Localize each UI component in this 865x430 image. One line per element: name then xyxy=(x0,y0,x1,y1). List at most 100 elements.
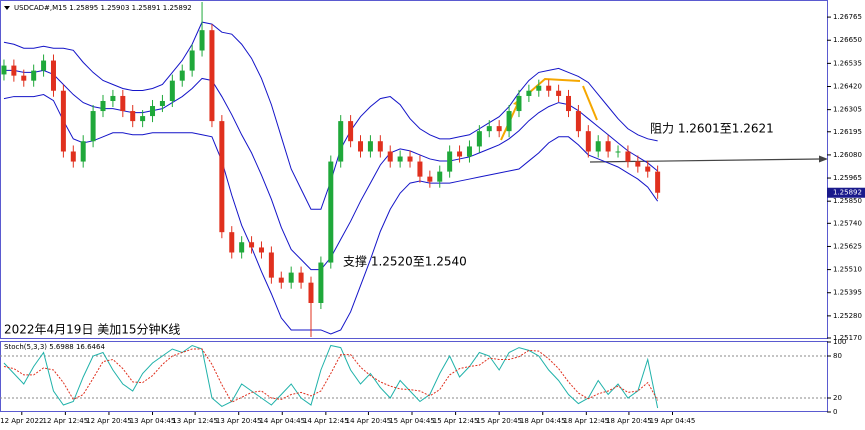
candle-body xyxy=(159,100,165,107)
candle-body xyxy=(41,60,47,71)
candle-body xyxy=(447,151,453,172)
x-tick-label: 15 Apr 04:45 xyxy=(389,417,435,425)
candle-body xyxy=(318,262,324,303)
x-tick-label: 14 Apr 04:45 xyxy=(259,417,305,425)
candle-body xyxy=(387,151,393,162)
x-tick-label: 18 Apr 20:45 xyxy=(606,417,652,425)
candle-body xyxy=(21,75,27,81)
candle-body xyxy=(358,141,364,152)
candle-body xyxy=(150,106,156,117)
candle-body xyxy=(140,116,146,122)
candle-body xyxy=(506,111,512,132)
candle-body xyxy=(249,242,255,248)
y-tick-label: 1.25740 xyxy=(833,219,862,227)
candle-body xyxy=(348,121,354,142)
candle-body xyxy=(635,161,641,167)
candle-body xyxy=(476,131,482,147)
candle-body xyxy=(60,90,66,152)
main-frame xyxy=(0,0,828,339)
candle-body xyxy=(268,252,274,278)
candle-body xyxy=(110,95,116,101)
candle-body xyxy=(407,156,413,162)
candle-body xyxy=(486,126,492,132)
y-tick-label: 1.25170 xyxy=(833,334,862,342)
x-tick-label: 12 Apr 20:45 xyxy=(86,417,132,425)
y-tick-label: 20 xyxy=(833,394,842,402)
candle-body xyxy=(615,151,621,153)
y-tick-label: 0 xyxy=(833,408,837,416)
x-tick-label: 19 Apr 04:45 xyxy=(650,417,696,425)
candle-body xyxy=(605,141,611,152)
candle-body xyxy=(397,156,403,162)
candle-body xyxy=(229,232,235,253)
candle-body xyxy=(50,60,56,91)
trend-line xyxy=(529,77,581,93)
y-tick-label: 1.25510 xyxy=(833,266,862,274)
candle-body xyxy=(377,141,383,152)
y-tick-label: 1.26765 xyxy=(833,13,862,21)
arrow-head xyxy=(819,155,828,163)
x-tick-label: 14 Apr 20:45 xyxy=(346,417,392,425)
stoch-frame xyxy=(0,341,828,412)
x-tick-label: 12 Apr 12:45 xyxy=(43,417,89,425)
candle-body xyxy=(417,161,423,177)
candle-body xyxy=(298,272,304,283)
x-tick-label: 14 Apr 12:45 xyxy=(303,417,349,425)
candle-body xyxy=(625,151,631,162)
y-tick-label: 1.25395 xyxy=(833,289,862,297)
bollinger-band xyxy=(3,94,659,335)
candle-body xyxy=(258,247,264,253)
candle-body xyxy=(199,30,205,51)
candle-body xyxy=(367,141,373,152)
candle-body xyxy=(308,282,314,303)
y-tick-label: 1.26195 xyxy=(833,128,862,136)
candle-body xyxy=(70,151,76,162)
candle-body xyxy=(496,126,502,132)
candle-body xyxy=(100,100,106,112)
x-tick-label: 13 Apr 20:45 xyxy=(216,417,262,425)
candle-body xyxy=(278,277,284,283)
candle-body xyxy=(120,95,126,112)
candle-body xyxy=(437,171,443,182)
x-tick-label: 13 Apr 12:45 xyxy=(172,417,218,425)
candle-body xyxy=(645,166,651,172)
candle-body xyxy=(209,30,215,122)
stoch-signal xyxy=(3,348,659,403)
chart-caption: 2022年4月19日 美加15分钟K线 xyxy=(4,322,180,337)
candle-body xyxy=(457,151,463,157)
candle-body xyxy=(90,111,96,142)
candle-body xyxy=(169,80,175,101)
y-tick-label: 1.25850 xyxy=(833,197,862,205)
candle-body xyxy=(328,161,334,263)
candle-body xyxy=(288,272,294,283)
candle-body xyxy=(556,90,562,96)
x-tick-label: 12 Apr 2022 xyxy=(0,417,43,425)
candle-body xyxy=(130,111,136,122)
x-tick-label: 18 Apr 04:45 xyxy=(520,417,566,425)
stoch-title: Stoch(5,3,3) 5.6988 16.6464 xyxy=(4,343,105,351)
candle-body xyxy=(585,131,591,152)
candle-body xyxy=(575,111,581,132)
candle-body xyxy=(80,141,86,162)
y-tick-label: 1.26420 xyxy=(833,83,862,91)
y-tick-label: 1.26080 xyxy=(833,151,862,159)
candle-body xyxy=(516,95,522,112)
candle-body xyxy=(546,85,552,91)
candle-body xyxy=(239,242,245,253)
candle-body xyxy=(189,50,195,71)
y-tick-label: 1.25280 xyxy=(833,312,862,320)
candle-body xyxy=(179,70,185,81)
resistance-note: 阻力 1.2601至1.2621 xyxy=(650,122,774,136)
candle-body xyxy=(466,146,472,157)
candle-body xyxy=(11,65,17,76)
x-tick-label: 18 Apr 12:45 xyxy=(564,417,610,425)
candle-body xyxy=(595,141,601,152)
x-tick-label: 15 Apr 12:45 xyxy=(433,417,479,425)
resistance-arrow xyxy=(589,158,821,163)
candle-body xyxy=(655,171,661,193)
y-tick-label: 80 xyxy=(833,352,842,360)
candle-body xyxy=(219,121,225,233)
candle-body xyxy=(338,121,344,162)
candle-body xyxy=(536,85,542,91)
